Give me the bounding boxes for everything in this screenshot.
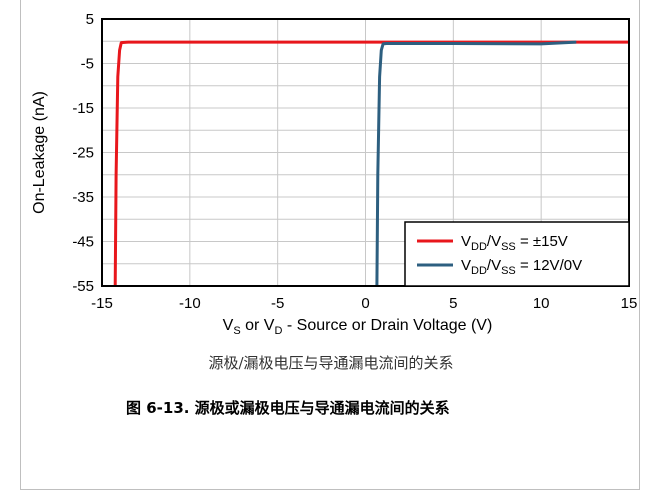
- x-tick-label: 10: [533, 295, 550, 312]
- legend-label-2: VDD/VSS = 12V/0V: [461, 257, 582, 277]
- x-tick-label: 0: [361, 295, 369, 312]
- plot-area: [101, 18, 630, 287]
- chart-caption: 源极/漏极电压与导通漏电流间的关系: [208, 354, 454, 372]
- x-tick-label: 5: [449, 295, 457, 312]
- x-tick-label: 15: [621, 295, 638, 312]
- figure-title: 图 6-13. 源极或漏极电压与导通漏电流间的关系: [126, 399, 450, 417]
- x-tick-label: -15: [91, 295, 113, 312]
- y-tick-label: -5: [81, 56, 94, 73]
- y-tick-label: 5: [86, 11, 94, 28]
- grid: [101, 18, 630, 287]
- y-tick-label: -45: [72, 234, 94, 251]
- y-tick-label: -35: [72, 189, 94, 206]
- y-axis-title: On-Leakage (nA): [31, 91, 48, 214]
- y-tick-label: -55: [72, 278, 94, 295]
- x-axis-title: VS or VD - Source or Drain Voltage (V): [223, 317, 493, 337]
- figure-frame: [20, 0, 640, 490]
- x-tick-label: -10: [179, 295, 201, 312]
- y-tick-label: -15: [72, 100, 94, 117]
- y-tick-labels: 5 -5 -15 -25 -35 -45 -55: [72, 11, 94, 295]
- x-tick-label: -5: [271, 295, 284, 312]
- legend: VDD/VSS = ±15V VDD/VSS = 12V/0V: [404, 221, 630, 287]
- legend-box: [404, 221, 630, 287]
- series-line-1: [113, 40, 629, 287]
- chart: 5 -5 -15 -25 -35 -45 -55 -15 -10 -5 0 5 10 15 On-Lea…: [31, 11, 637, 337]
- legend-label-1: VDD/VSS = ±15V: [461, 233, 568, 253]
- y-tick-label: -25: [72, 145, 94, 162]
- x-tick-labels: -15 -10 -5 0 5 10 15: [91, 295, 637, 312]
- series-layer: [113, 40, 629, 287]
- series-line-2: [375, 40, 577, 287]
